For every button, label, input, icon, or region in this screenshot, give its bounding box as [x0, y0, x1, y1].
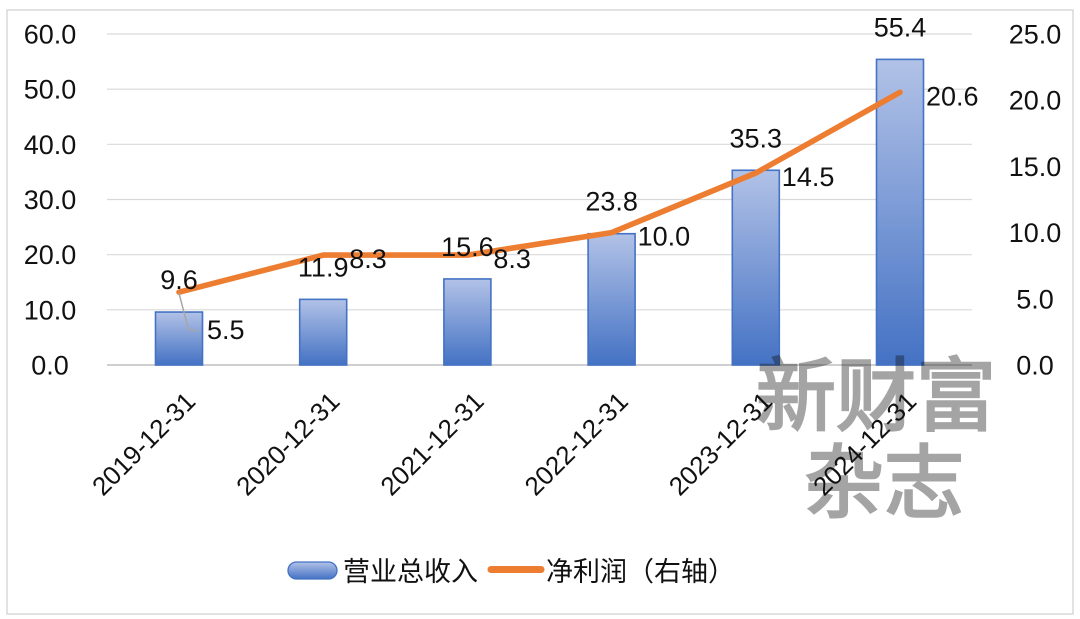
chart-frame-layer	[6, 9, 1074, 615]
legend-label-net-profit: 净利润（右轴）	[546, 557, 735, 587]
right-axis-tick-label: 0.0	[1016, 351, 1054, 381]
left-axis-tick-label: 20.0	[24, 240, 77, 270]
line-value-label: 14.5	[782, 162, 835, 192]
line-value-label: 20.6	[926, 81, 979, 111]
x-axis-label: 2021-12-31	[374, 386, 489, 501]
left-axis-tick-label: 60.0	[24, 20, 77, 50]
left-axis-tick-label: 40.0	[24, 130, 77, 160]
revenue-bar	[875, 58, 925, 366]
bar-value-label: 15.6	[441, 232, 494, 262]
line-value-label: 8.3	[493, 244, 531, 274]
right-axis-tick-label: 15.0	[1009, 152, 1062, 182]
bar-value-label: 55.4	[874, 12, 927, 42]
right-axis-tick-label: 10.0	[1009, 218, 1062, 248]
x-axis-label: 2020-12-31	[230, 386, 345, 501]
revenue-bar	[731, 169, 781, 366]
bar-series-layer	[154, 58, 925, 366]
line-value-label: 8.3	[349, 244, 387, 274]
chart-border	[6, 9, 1074, 615]
left-axis-tick-label: 30.0	[24, 185, 77, 215]
bar-value-label: 9.6	[160, 265, 198, 295]
right-axis-tick-label: 20.0	[1009, 86, 1062, 116]
bar-value-label: 11.9	[298, 252, 349, 282]
revenue-bar	[587, 232, 636, 366]
legend-bar-swatch	[287, 561, 338, 580]
right-axis-tick-label: 5.0	[1016, 284, 1054, 314]
bar-value-label: 23.8	[585, 187, 638, 217]
left-axis-tick-label: 0.0	[31, 351, 69, 381]
bar-value-label: 35.3	[730, 123, 783, 153]
line-series-layer	[176, 89, 903, 332]
legend-label-revenue: 营业总收入	[343, 557, 478, 587]
left-axis-tick-label: 50.0	[24, 75, 77, 105]
revenue-bar	[298, 298, 348, 366]
axis-ticks-layer: 0.0 10.0 20.0 30.0 40.0 50.0 60.0 0.0 5.0 10.0 15.…	[24, 20, 1062, 381]
x-axis-label: 2023-12-31	[663, 386, 778, 501]
watermark-text-line1: 新财富	[756, 349, 996, 443]
data-labels-layer: 9.6 11.9 15.6 23.8 35.3 55.4 5.5 8.3 8.3 10.0 14.5…	[160, 12, 978, 345]
line-value-label: 10.0	[638, 222, 691, 252]
x-axis-label: 2022-12-31	[519, 386, 634, 501]
revenue-bar	[443, 278, 492, 366]
watermark-text-line2: 杂志	[804, 436, 964, 530]
label-leader-line	[178, 292, 198, 332]
x-axis-label: 2019-12-31	[86, 386, 201, 501]
revenue-bar	[154, 311, 204, 366]
gridlines-layer	[107, 33, 972, 366]
line-value-label: 5.5	[207, 315, 245, 345]
left-axis-tick-label: 10.0	[24, 295, 77, 325]
legend-layer: 营业总收入 净利润（右轴）	[287, 557, 735, 587]
net-profit-line	[176, 89, 903, 295]
right-axis-tick-label: 25.0	[1009, 20, 1062, 50]
